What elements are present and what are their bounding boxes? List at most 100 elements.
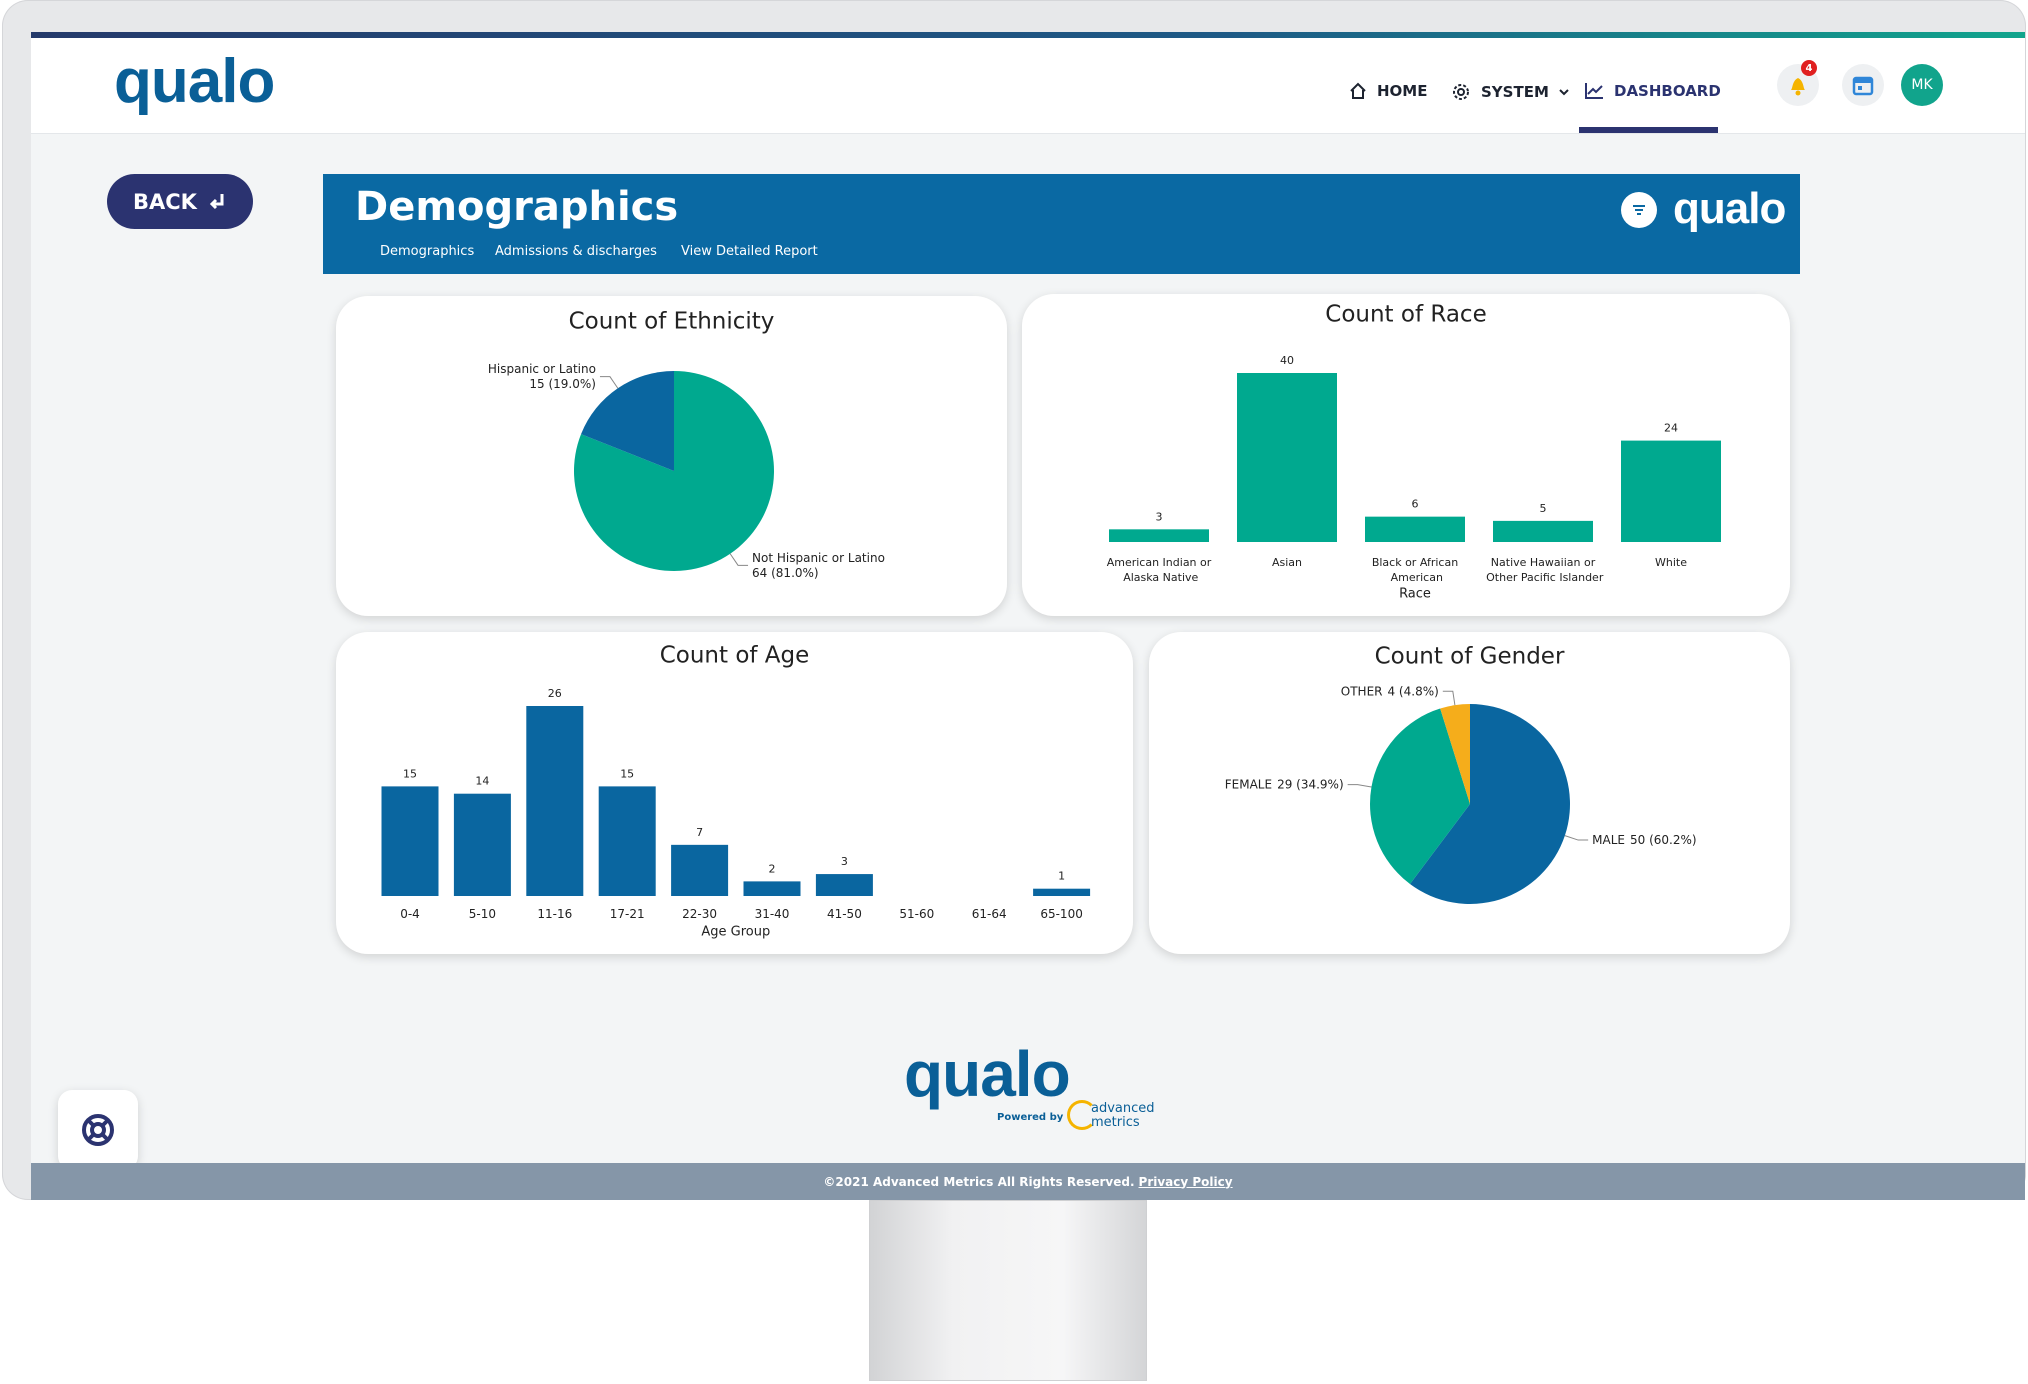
x-tick-label: 65-100 (1040, 907, 1083, 921)
avatar[interactable]: MK (1901, 64, 1943, 106)
chart-card: Count of Ethnicity Not Hispanic or Latino… (336, 296, 1007, 616)
tab[interactable]: Demographics (380, 244, 475, 259)
pie-slice (1440, 704, 1470, 804)
leader-line (1442, 690, 1456, 706)
bar (1033, 888, 1091, 896)
filter-button[interactable] (1621, 192, 1657, 228)
privacy-link[interactable]: Privacy Policy (1138, 1174, 1233, 1189)
copyright: ©2021 Advanced Metrics All Rights Reserv… (823, 1174, 1135, 1189)
chart-title: Count of Race (1325, 302, 1486, 328)
brand-line: advanced (1091, 1101, 1155, 1116)
label-line: Asian (1272, 556, 1302, 569)
shape (1633, 205, 1645, 215)
bar (1621, 440, 1721, 542)
x-tick-label: 5-10 (469, 907, 496, 921)
slice-value: 4 (4.8%) (1387, 684, 1438, 698)
shape (209, 193, 224, 209)
slice-value: 29 (34.9%) (1277, 777, 1344, 791)
x-tick-label: Black or African American (1372, 556, 1458, 584)
filter-icon (1633, 205, 1645, 215)
slice-value: 15 (19.0%) (529, 377, 596, 391)
label-line: 0-4 (400, 907, 420, 921)
bar (1237, 373, 1337, 542)
banner-logo: qualo (1673, 184, 1786, 233)
nav-home[interactable]: HOME (1349, 82, 1427, 100)
slice-value: 50 (60.2%) (1630, 833, 1697, 847)
brand-mark (1067, 1100, 1097, 1130)
brand-line: metrics (1091, 1115, 1140, 1130)
label-line: Alaska Native (1120, 571, 1199, 584)
shape (1585, 83, 1603, 99)
x-tick-label: White (1655, 556, 1687, 569)
pie-slice (581, 371, 674, 471)
shape (1795, 90, 1801, 96)
value-label: 6 (1412, 498, 1419, 511)
monitor-stand (869, 1200, 1147, 1381)
chart: Count of Ethnicity Not Hispanic or Latino… (488, 309, 885, 580)
back-button[interactable]: BACK (107, 174, 253, 229)
banner: Demographics Demographics Admissions & d… (323, 174, 1800, 274)
label-line: Black or African (1372, 556, 1458, 569)
slice-label: Hispanic or Latino (488, 362, 596, 376)
chart-card: Count of Age 15 0-4 14 5-10 26 11-16 15 17-21 7 22… (336, 632, 1133, 954)
slice-value: 64 (81.0%) (752, 566, 819, 580)
shape (86, 1118, 110, 1142)
tab[interactable]: View Detailed Report (681, 244, 818, 259)
label-line: 31-40 (755, 907, 790, 921)
label-line: 5-10 (469, 907, 496, 921)
x-tick-label: Asian (1272, 556, 1302, 569)
label-line: American (1387, 571, 1443, 584)
gear-icon (1453, 84, 1469, 100)
label-line: 22-30 (682, 907, 717, 921)
x-tick-label: 17-21 (610, 907, 645, 921)
bar (526, 706, 584, 896)
shape (1457, 88, 1465, 96)
chart-card: Count of Gender MALE 50 (60.2%) FEMALE 29 (3… (1149, 632, 1790, 954)
x-axis-label: Race (1399, 587, 1431, 602)
nav-system[interactable]: SYSTEM (1451, 82, 1569, 102)
slice-label-group: FEMALE 29 (34.9%) (1225, 777, 1344, 791)
logo[interactable]: qualo (114, 47, 275, 116)
chart-card: Count of Race 3 American Indian or Alaska … (1022, 294, 1790, 616)
return-icon (209, 193, 224, 209)
x-tick-label: 31-40 (755, 907, 790, 921)
label-line: 11-16 (537, 907, 572, 921)
slice-label-group: MALE 50 (60.2%) (1592, 833, 1696, 847)
chart: Count of Race 3 American Indian or Alaska … (1107, 302, 1721, 602)
brand-name: advanced metrics (1091, 1102, 1155, 1130)
x-tick-label: Native Hawaiian or Other Pacific Islande… (1483, 556, 1604, 584)
pie-slice (1410, 704, 1570, 904)
help-button[interactable] (58, 1090, 138, 1170)
x-tick-label: 41-50 (827, 907, 862, 921)
value-label: 26 (548, 687, 562, 700)
label-line: American Indian or (1107, 556, 1212, 569)
bar (453, 793, 511, 896)
chart-title: Count of Gender (1375, 644, 1565, 670)
bar (671, 844, 729, 896)
x-tick-label: 22-30 (682, 907, 717, 921)
value-label: 1 (1058, 870, 1065, 883)
shape (82, 1114, 114, 1146)
value-label: 3 (1156, 510, 1163, 523)
chart: Count of Age150-4145-102611-161517-21722… (381, 643, 1091, 940)
calendar[interactable] (1842, 64, 1884, 106)
value-label: 14 (475, 775, 489, 788)
shape (1858, 86, 1862, 90)
shape (1453, 84, 1469, 100)
chart: Count of Gender MALE 50 (60.2%) FEMALE 29 (3… (1225, 644, 1697, 904)
back-label: BACK (133, 189, 197, 214)
bar (1493, 520, 1593, 542)
label-line: Other Pacific Islander (1483, 571, 1604, 584)
label-line: 17-21 (610, 907, 645, 921)
nav-dashboard[interactable]: DASHBOARD (1584, 82, 1721, 100)
label-line: White (1655, 556, 1687, 569)
slice-label: FEMALE (1225, 777, 1272, 791)
bar (381, 786, 439, 896)
x-tick-label: American Indian or Alaska Native (1107, 556, 1212, 584)
pie-slice (1370, 708, 1470, 885)
bar (598, 786, 656, 896)
tab[interactable]: Admissions & discharges (495, 244, 657, 259)
leader-line (599, 376, 619, 389)
navbar: qualo HOME SYSTEM DASHBOARD 4 MK (31, 38, 2025, 134)
